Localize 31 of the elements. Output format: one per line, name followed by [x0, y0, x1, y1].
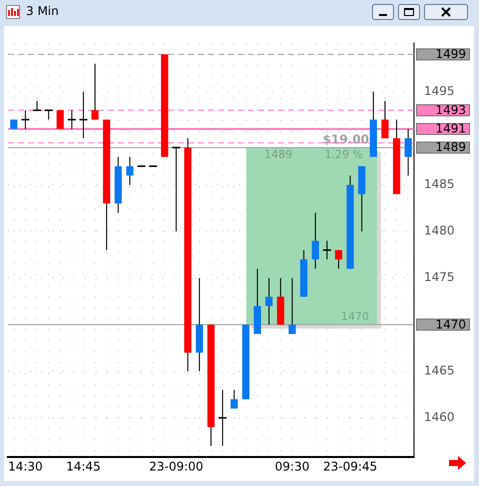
x-tick-label: 14:30 [8, 459, 43, 474]
candlestick [91, 63, 99, 120]
x-tick-label: 14:45 [66, 459, 101, 474]
ref-line-label: 1491 [435, 122, 466, 136]
x-tick-label: 23-09:45 [323, 459, 378, 474]
ref-line-label: 1493 [435, 102, 466, 117]
ref-line-label: 1499 [435, 47, 466, 62]
y-tick-label: 1475 [424, 270, 455, 284]
y-tick-label: 1465 [424, 363, 455, 378]
candlestick [312, 212, 319, 270]
x-tick-label: 09:30 [274, 459, 310, 474]
candlestick [288, 278, 296, 334]
y-tick-label: 1485 [424, 176, 455, 191]
annotation: 1.29 % [324, 148, 364, 161]
y-tick-label: 1480 [424, 224, 455, 238]
candlestick [265, 278, 273, 326]
candlestick [230, 389, 238, 410]
candlestick [56, 110, 64, 130]
ref-line-label: 1489 [435, 140, 466, 154]
x-tick-label: 23-09:00 [149, 459, 204, 474]
ref-line-label: 1470 [435, 317, 466, 332]
band-label: $19.00 [322, 132, 370, 147]
candlestick [381, 100, 389, 139]
annotation: 1489 [264, 148, 292, 161]
y-tick-label: 1460 [424, 410, 455, 424]
annotation: 1470 [341, 310, 370, 324]
chart-title: 3 Min [26, 4, 59, 18]
candlestick [10, 119, 18, 130]
candlestick [335, 250, 342, 270]
y-tick-label: 1495 [424, 84, 455, 98]
candlestick [126, 156, 134, 186]
